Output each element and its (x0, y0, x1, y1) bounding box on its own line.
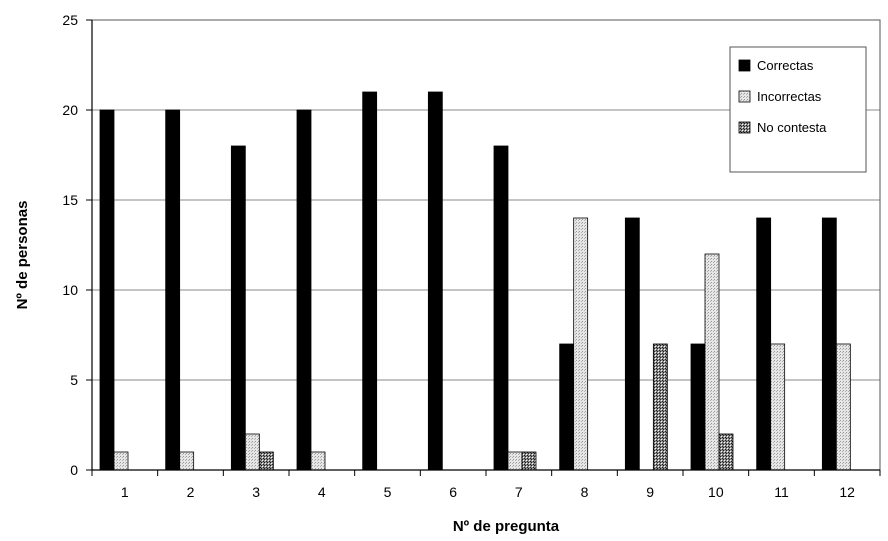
bar (770, 343, 786, 471)
x-tick-label: 4 (318, 484, 326, 500)
bar (493, 145, 509, 471)
x-tick-label: 3 (252, 484, 260, 500)
bar (718, 433, 734, 471)
bar (244, 433, 260, 471)
bar (756, 217, 772, 471)
y-tick-label: 25 (62, 12, 78, 28)
x-tick-label: 1 (121, 484, 129, 500)
x-axis-title: Nº de pregunta (453, 518, 560, 535)
x-tick-label: 11 (774, 484, 789, 500)
bar (624, 217, 640, 471)
x-tick-label: 8 (581, 484, 589, 500)
bar (652, 343, 668, 471)
x-tick-label: 12 (839, 484, 855, 500)
y-axis-title: Nº de personas (14, 201, 31, 310)
bar (821, 217, 837, 471)
legend-label: Correctas (757, 58, 814, 73)
y-tick-label: 0 (70, 462, 78, 478)
bar (507, 451, 523, 471)
legend-swatch (738, 90, 751, 103)
legend-label: No contesta (757, 120, 827, 135)
legend-swatch (738, 121, 751, 134)
bar (427, 91, 443, 471)
legend: Correctas Incorrectas No contesta (729, 46, 867, 173)
x-tick-label: 6 (449, 484, 457, 500)
bar (573, 217, 589, 471)
bar (99, 109, 115, 471)
bar (179, 451, 195, 471)
bar (704, 253, 720, 471)
legend-swatch (738, 59, 751, 72)
y-tick-label: 5 (70, 372, 78, 388)
bar (835, 343, 851, 471)
bars (99, 91, 851, 471)
bar (296, 109, 312, 471)
x-tick-label: 7 (515, 484, 523, 500)
bar (230, 145, 246, 471)
x-tick-label: 2 (187, 484, 195, 500)
x-tick-label: 9 (646, 484, 654, 500)
bar (690, 343, 706, 471)
y-tick-label: 20 (62, 102, 78, 118)
bar (362, 91, 378, 471)
x-tick-label: 10 (708, 484, 724, 500)
bar (521, 451, 537, 471)
x-tick-label: 5 (384, 484, 392, 500)
bar (165, 109, 181, 471)
y-tick-label: 10 (62, 282, 78, 298)
bar (310, 451, 326, 471)
legend-box (729, 46, 867, 173)
bar (258, 451, 274, 471)
bar (559, 343, 575, 471)
legend-label: Incorrectas (757, 89, 822, 104)
y-tick-label: 15 (62, 192, 78, 208)
bar (113, 451, 129, 471)
